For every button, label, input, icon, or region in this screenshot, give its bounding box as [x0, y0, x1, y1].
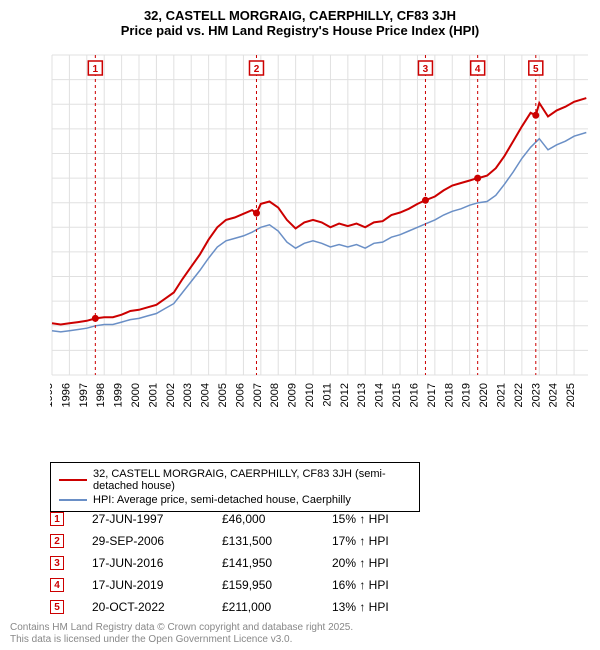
svg-text:2007: 2007 [252, 383, 264, 407]
svg-text:2002: 2002 [165, 383, 177, 407]
sales-price: £141,950 [222, 556, 332, 570]
sales-pct: 16% ↑ HPI [332, 578, 452, 592]
sales-row: 5 20-OCT-2022£211,00013% ↑ HPI [50, 596, 452, 618]
svg-text:2005: 2005 [217, 383, 229, 407]
svg-text:2015: 2015 [391, 383, 403, 407]
legend-label-property: 32, CASTELL MORGRAIG, CAERPHILLY, CF83 3… [93, 468, 411, 492]
svg-text:3: 3 [423, 64, 429, 75]
svg-text:4: 4 [475, 64, 481, 75]
svg-text:2024: 2024 [548, 383, 560, 407]
svg-text:1: 1 [93, 64, 99, 75]
svg-text:1997: 1997 [78, 383, 90, 407]
legend-swatch-blue [59, 499, 87, 501]
sales-pct: 15% ↑ HPI [332, 512, 452, 526]
legend-item-hpi: HPI: Average price, semi-detached house,… [59, 493, 411, 507]
footer-line-2: This data is licensed under the Open Gov… [10, 634, 353, 646]
svg-text:2013: 2013 [356, 383, 368, 407]
svg-text:2025: 2025 [565, 383, 577, 407]
svg-text:2019: 2019 [461, 383, 473, 407]
svg-text:2008: 2008 [269, 383, 281, 407]
sales-marker-box: 4 [50, 578, 64, 592]
svg-text:2001: 2001 [147, 383, 159, 407]
sales-date: 17-JUN-2019 [92, 578, 222, 592]
sales-price: £159,950 [222, 578, 332, 592]
sales-pct: 13% ↑ HPI [332, 600, 452, 614]
sales-row: 3 17-JUN-2016£141,95020% ↑ HPI [50, 552, 452, 574]
svg-text:2011: 2011 [321, 383, 333, 407]
sales-price: £46,000 [222, 512, 332, 526]
svg-text:2017: 2017 [426, 383, 438, 407]
svg-text:2012: 2012 [339, 383, 351, 407]
svg-text:2018: 2018 [443, 383, 455, 407]
svg-text:2021: 2021 [495, 383, 507, 407]
svg-text:2009: 2009 [287, 383, 299, 407]
sales-marker-box: 5 [50, 600, 64, 614]
sales-row: 4 17-JUN-2019£159,95016% ↑ HPI [50, 574, 452, 596]
legend: 32, CASTELL MORGRAIG, CAERPHILLY, CF83 3… [50, 462, 420, 512]
legend-item-property: 32, CASTELL MORGRAIG, CAERPHILLY, CF83 3… [59, 467, 411, 493]
svg-text:1998: 1998 [95, 383, 107, 407]
chart-title-block: 32, CASTELL MORGRAIG, CAERPHILLY, CF83 3… [0, 0, 600, 38]
title-line-2: Price paid vs. HM Land Registry's House … [0, 23, 600, 38]
sales-date: 20-OCT-2022 [92, 600, 222, 614]
svg-text:2022: 2022 [513, 383, 525, 407]
sales-pct: 20% ↑ HPI [332, 556, 452, 570]
sales-row: 2 29-SEP-2006£131,50017% ↑ HPI [50, 530, 452, 552]
sales-marker-box: 1 [50, 512, 64, 526]
sales-table: 1 27-JUN-1997£46,00015% ↑ HPI 2 29-SEP-2006… [50, 508, 452, 618]
footer-credits: Contains HM Land Registry data © Crown c… [10, 622, 353, 646]
sales-price: £131,500 [222, 534, 332, 548]
sales-pct: 17% ↑ HPI [332, 534, 452, 548]
svg-text:1996: 1996 [60, 383, 72, 407]
svg-text:2010: 2010 [304, 383, 316, 407]
legend-label-hpi: HPI: Average price, semi-detached house,… [93, 494, 351, 506]
svg-text:1995: 1995 [50, 383, 55, 407]
sales-date: 29-SEP-2006 [92, 534, 222, 548]
svg-text:2023: 2023 [530, 383, 542, 407]
sales-date: 27-JUN-1997 [92, 512, 222, 526]
sales-marker-box: 3 [50, 556, 64, 570]
svg-text:2006: 2006 [234, 383, 246, 407]
sales-row: 1 27-JUN-1997£46,00015% ↑ HPI [50, 508, 452, 530]
svg-text:2020: 2020 [478, 383, 490, 407]
svg-text:5: 5 [533, 64, 539, 75]
sales-price: £211,000 [222, 600, 332, 614]
svg-text:2: 2 [254, 64, 260, 75]
price-chart: £0£20K£40K£60K£80K£100K£120K£140K£160K£1… [50, 45, 590, 425]
sales-marker-box: 2 [50, 534, 64, 548]
svg-text:2003: 2003 [182, 383, 194, 407]
svg-text:2004: 2004 [200, 383, 212, 407]
footer-line-1: Contains HM Land Registry data © Crown c… [10, 622, 353, 634]
legend-swatch-red [59, 479, 87, 481]
sales-date: 17-JUN-2016 [92, 556, 222, 570]
svg-text:2014: 2014 [374, 383, 386, 407]
svg-text:2016: 2016 [408, 383, 420, 407]
svg-text:1999: 1999 [113, 383, 125, 407]
svg-text:2000: 2000 [130, 383, 142, 407]
title-line-1: 32, CASTELL MORGRAIG, CAERPHILLY, CF83 3… [0, 8, 600, 23]
